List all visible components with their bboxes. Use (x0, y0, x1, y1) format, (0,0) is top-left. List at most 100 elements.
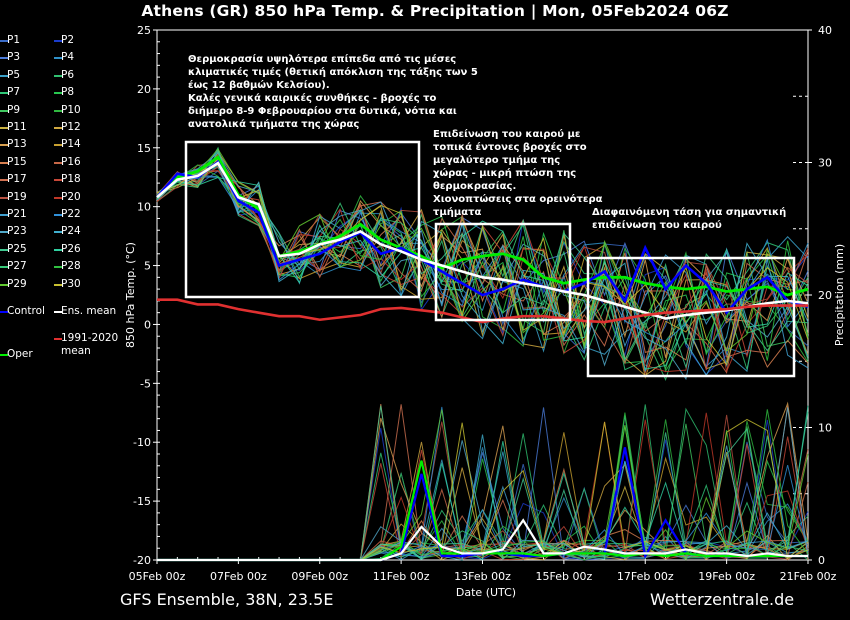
x-tick-label: 09Feb 00z (291, 570, 348, 583)
member-precip-line (157, 423, 809, 561)
annotation-text-line: διήμερο 8-9 Φεβρουαρίου στα δυτικά, νότι… (188, 105, 457, 117)
legend-swatch (0, 266, 8, 269)
legend-swatch (0, 127, 8, 129)
member-temp-line (156, 148, 809, 352)
legend-label: P4 (61, 51, 75, 64)
annotation-text-line: Επιδείνωση του καιρού με (433, 128, 580, 140)
series-line-ens-mean (156, 161, 809, 320)
legend-label: Ens. mean (61, 305, 117, 317)
legend-label: Oper (7, 348, 33, 360)
legend-label: P29 (7, 277, 27, 290)
y-tick-label: -15 (133, 495, 151, 508)
legend-label: P16 (61, 155, 81, 168)
legend-swatch (0, 144, 8, 147)
legend-label: P10 (61, 103, 81, 116)
y-axis-label: 850 hPa Temp. (°C) (124, 242, 137, 348)
legend-swatch (54, 92, 62, 95)
legend-swatch (54, 311, 62, 313)
series-line-1991-2020-mean (157, 298, 808, 324)
legend-label: P3 (7, 51, 21, 64)
legend-label: P11 (7, 121, 27, 133)
annotation-text-line: θερμοκρασίας. (433, 180, 516, 192)
annotation-box (586, 256, 796, 378)
legend-swatch (54, 231, 62, 234)
legend-swatch (0, 354, 8, 356)
legend-label: P28 (61, 260, 81, 273)
x-tick-label: 15Feb 00z (536, 570, 593, 583)
legend-swatch (0, 161, 8, 164)
legend-label: P30 (61, 277, 81, 290)
footer-site-name: Wetterzentrale.de (650, 590, 795, 609)
legend-swatch (54, 179, 62, 182)
legend-label: P8 (61, 86, 75, 99)
y-tick-label: 15 (137, 142, 151, 155)
legend-swatch (0, 248, 8, 251)
legend-swatch (54, 74, 62, 77)
member-temp-line (156, 164, 809, 366)
legend-label: P18 (61, 173, 81, 186)
legend-label: P1 (7, 34, 21, 46)
legend-swatch (0, 179, 8, 182)
y2-tick-label: 10 (818, 422, 832, 435)
legend-label: P6 (61, 68, 75, 81)
legend-label: P21 (7, 208, 27, 220)
annotation-text-line: Θερμοκρασία υψηλότερα επίπεδα από τις μέ… (188, 53, 456, 65)
legend-swatch (54, 161, 62, 164)
x-tick-label: 17Feb 00z (617, 570, 674, 583)
legend-label: P27 (7, 260, 27, 273)
legend-label: 1991-2020 mean (61, 332, 119, 357)
legend-swatch (54, 266, 62, 269)
annotation-text-line: ανατολικά τμήματα της χώρας (188, 118, 359, 130)
y-tick-label: 5 (144, 260, 151, 273)
legend-swatch (0, 283, 8, 286)
legend-swatch (54, 196, 62, 199)
annotation-text-line: Καλές γενικά καιρικές συνθήκες - βροχές … (188, 92, 437, 104)
x-tick-label: 19Feb 00z (698, 570, 755, 583)
legend-swatch (0, 231, 8, 234)
y-tick-label: -20 (133, 554, 151, 567)
annotation-text-line: τοπικά έντονες βροχές στο (433, 141, 587, 153)
legend-swatch (0, 214, 8, 216)
annotation-box (434, 222, 572, 322)
series-line-control (156, 159, 809, 315)
legend-label: P19 (7, 190, 27, 203)
annotation-text-line: χώρας - μικρή πτώση της (433, 167, 576, 179)
legend-swatch (54, 283, 62, 286)
legend-swatch (54, 40, 62, 42)
y2-tick-label: 20 (818, 289, 832, 302)
annotation-text-line: τμήματα (433, 206, 481, 218)
x-tick-label: 13Feb 00z (454, 570, 511, 583)
legend-swatch (54, 127, 62, 129)
legend-label: P2 (61, 34, 75, 46)
x-axis-label: Date (UTC) (456, 586, 516, 599)
legend-label: P26 (61, 242, 81, 255)
legend-label: P9 (7, 103, 21, 116)
legend-label: P17 (7, 173, 27, 186)
annotation-text-line: έως 12 βαθμών Κελσίου). (188, 79, 330, 91)
legend-label: P15 (7, 155, 27, 168)
annotation-text-line: Χιονοπτώσεις στα ορεινότερα (433, 193, 603, 205)
legend-swatch (54, 144, 62, 147)
legend-label: P23 (7, 225, 27, 238)
y-tick-label: 25 (137, 24, 151, 37)
legend-swatch (0, 92, 8, 95)
chart-title: Athens (GR) 850 hPa Temp. & Precipitatio… (141, 2, 729, 20)
legend-swatch (0, 311, 8, 313)
legend-swatch (54, 57, 62, 60)
legend-label: P25 (7, 242, 27, 255)
legend-swatch (54, 248, 62, 251)
legend-swatch (0, 40, 8, 42)
legend-label: P20 (61, 190, 81, 203)
x-tick-label: 21Feb 00z (780, 570, 837, 583)
annotation-text-line: επιδείνωση του καιρού (592, 219, 722, 231)
legend-label: P13 (7, 138, 27, 151)
legend-label: Control (7, 305, 45, 317)
legend-swatch (0, 109, 8, 112)
legend-swatch (54, 109, 62, 112)
legend-label: P12 (61, 121, 81, 133)
x-tick-label: 05Feb 00z (129, 570, 186, 583)
legend-swatch (0, 57, 8, 60)
footer-model-info: GFS Ensemble, 38N, 23.5E (120, 590, 334, 609)
